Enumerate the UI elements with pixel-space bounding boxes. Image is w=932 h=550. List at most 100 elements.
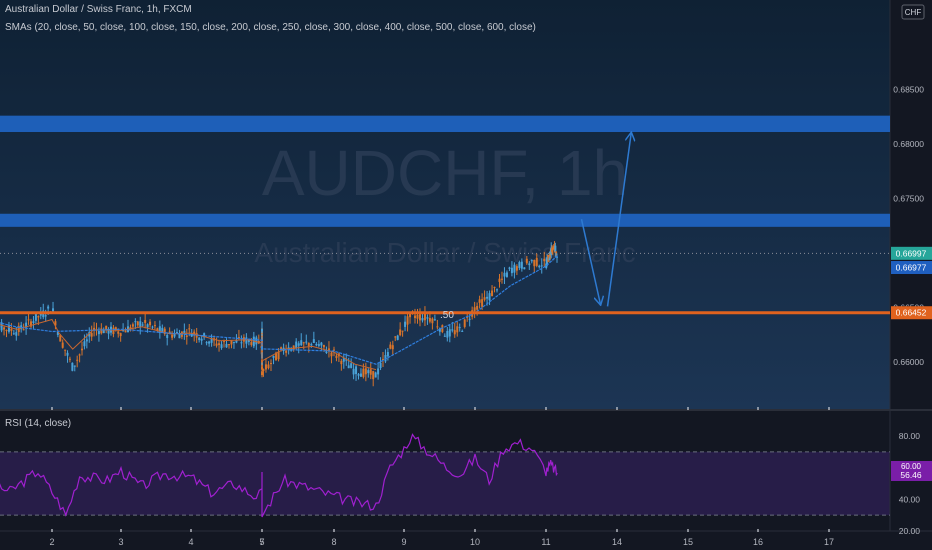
candle (347, 357, 350, 369)
candle (171, 331, 174, 341)
candle (270, 359, 272, 371)
rsi-line (0, 433, 558, 518)
rsi-indicator-legend[interactable]: RSI (14, close) (5, 418, 72, 429)
candle (198, 336, 201, 343)
sma-indicator-legend[interactable]: SMAs (20, close, 50, close, 100, close, … (5, 22, 536, 33)
candle (543, 251, 546, 267)
candle (496, 288, 499, 293)
candle (166, 332, 169, 346)
time-tick-label: 3 (118, 537, 123, 547)
candle (27, 313, 30, 325)
candle (330, 351, 333, 364)
candle (443, 333, 446, 337)
rsi-value-tag: 60.00 56.46 (891, 461, 932, 481)
candle (54, 319, 57, 330)
time-tick-label: 10 (470, 537, 480, 547)
projection-arrow-down[interactable] (580, 219, 601, 304)
candle (535, 253, 538, 268)
candle (90, 325, 93, 341)
candle (406, 312, 409, 332)
time-tick-label: 9 (401, 537, 406, 547)
candle (312, 331, 315, 344)
chart-title[interactable]: Australian Dollar / Swiss Franc, 1h, FXC… (5, 4, 192, 15)
currency-badge[interactable]: CHF (901, 4, 925, 20)
candle (394, 335, 397, 342)
projection-arrow-up[interactable] (606, 133, 632, 307)
candle (453, 322, 456, 338)
candle (355, 364, 358, 381)
candle (463, 318, 466, 329)
candle (66, 350, 69, 363)
candle (456, 320, 459, 337)
candle (533, 259, 536, 273)
candle (520, 258, 523, 272)
price-axis[interactable]: 0.685000.680000.675000.670000.665000.660… (893, 85, 924, 368)
candle (176, 328, 178, 334)
candle (498, 273, 501, 288)
candle (240, 335, 243, 349)
candle (340, 358, 343, 371)
support-price-label: 0.66452 (896, 308, 927, 318)
candle (384, 349, 387, 364)
candle (25, 316, 28, 335)
candle (505, 270, 508, 278)
candle (305, 334, 308, 345)
resistance-zone-lower[interactable] (0, 213, 890, 227)
candle (396, 334, 399, 341)
candle (481, 293, 484, 310)
candle (426, 314, 429, 325)
time-axis[interactable]: 2 3 4 57 8 9 10 11 14 15 16 17 (49, 407, 834, 547)
price-tick-label: 0.67500 (893, 194, 924, 204)
time-tick-label: 7 (259, 537, 264, 547)
candle (61, 339, 64, 349)
candle (232, 341, 235, 349)
candle (436, 319, 439, 330)
candle (493, 286, 496, 293)
candle (551, 247, 554, 256)
candle (513, 262, 516, 279)
sma-line-long (0, 254, 559, 365)
time-tick-label: 17 (824, 537, 834, 547)
time-tick-label: 5 (259, 537, 264, 547)
candle (178, 329, 181, 339)
time-tick-label: 15 (683, 537, 693, 547)
candle (225, 338, 228, 348)
watermark-symbol: AUDCHF, 1h (262, 137, 628, 209)
candle (538, 264, 541, 269)
candle (379, 357, 382, 371)
candle (556, 253, 559, 263)
candle (107, 327, 110, 340)
candle (220, 341, 223, 350)
candle (554, 242, 557, 257)
resistance-zone-upper[interactable] (0, 115, 890, 133)
candle (488, 290, 491, 306)
main-pane[interactable] (0, 0, 890, 409)
candle (262, 368, 265, 377)
candle (163, 326, 166, 336)
candle (230, 340, 233, 349)
candle (423, 306, 426, 327)
rsi-axis[interactable]: 80.00 40.00 20.00 (899, 431, 921, 536)
candle (369, 361, 372, 380)
last-price-tag: 0.66997 (891, 246, 932, 260)
rsi-value-label-prev: 60.00 (901, 462, 922, 471)
time-tick-label: 11 (541, 537, 550, 547)
candle (466, 313, 469, 322)
candle (81, 341, 84, 356)
candle (491, 285, 494, 297)
price-tick-label: 0.68500 (893, 85, 924, 95)
candle (139, 316, 142, 335)
candle (528, 261, 531, 270)
candle (382, 351, 384, 367)
candle (367, 368, 370, 378)
candle (78, 353, 81, 363)
candle (267, 361, 270, 370)
candle (30, 318, 32, 330)
candle (114, 326, 117, 332)
candle (183, 323, 186, 340)
candle (500, 271, 503, 284)
price-tick-label: 0.68000 (893, 139, 924, 149)
rsi-tick-label: 40.00 (899, 494, 921, 504)
candle (461, 329, 464, 332)
